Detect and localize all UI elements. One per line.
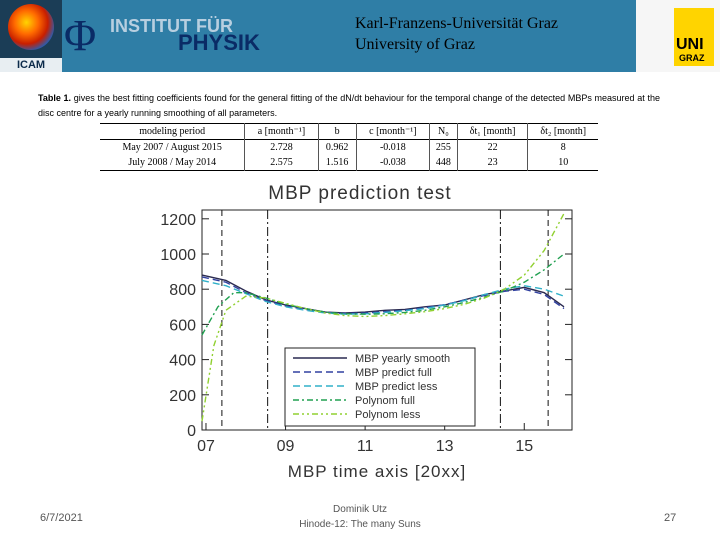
x-tick-label: 13 [436, 438, 454, 455]
institute-line1: INSTITUT FÜR [110, 16, 233, 36]
plot-frame [201, 209, 573, 431]
mbp-prediction-chart: MBP prediction test 0 200 400 600 800 1000 1200… [160, 183, 573, 481]
table-cell: 448 [428, 155, 458, 171]
slide-number: 27 [664, 512, 677, 524]
col-header: δt₂ [month] [527, 123, 598, 140]
legend-label: MBP predict full [355, 367, 432, 379]
table-row: July 2008 / May 2014 2.575 1.516 -0.038 … [100, 155, 598, 171]
table-header-row: modeling period a [month⁻¹] b c [month⁻¹… [100, 123, 598, 140]
table-cell: 255 [428, 139, 458, 155]
icam-logo: ICAM [0, 0, 62, 72]
uni-logo-line1: UNI [676, 36, 704, 53]
y-tick-label: 200 [169, 388, 196, 405]
table-cell: July 2008 / May 2014 [128, 157, 217, 168]
y-tick-label: 1200 [160, 212, 196, 229]
x-tick-label: 11 [357, 438, 374, 455]
series-line [201, 274, 565, 314]
footer-event: Hinode-12: The many Suns [299, 519, 421, 530]
chart-title: MBP prediction test [268, 183, 451, 204]
university-name-de: Karl-Franzens-Universität Graz [355, 15, 559, 32]
table-cell: 2.575 [244, 155, 318, 171]
university-name-en: University of Graz [355, 36, 475, 53]
icam-label: ICAM [0, 58, 62, 72]
footer-author: Dominik Utz [333, 504, 387, 515]
x-tick-label: 07 [197, 438, 215, 455]
phi-symbol: Φ [64, 11, 97, 60]
x-tick-label: 09 [277, 438, 295, 455]
table-caption: Table 1. gives the best fitting coeffici… [38, 91, 660, 121]
col-header: N₀ [428, 123, 458, 140]
col-header: b [317, 123, 357, 140]
y-tick-label: 400 [169, 353, 196, 370]
table-cell: -0.018 [355, 139, 430, 155]
table-cell: 8 [527, 139, 598, 155]
caption-text: gives the best fitting coefficients foun… [38, 93, 660, 118]
col-header: a [month⁻¹] [244, 123, 318, 140]
table-cell: 2.728 [244, 139, 318, 155]
table-cell: May 2007 / August 2015 [122, 142, 222, 153]
uni-graz-logo: UNI GRAZ [636, 0, 720, 72]
col-header: modeling period [139, 126, 206, 137]
legend-label: MBP yearly smooth [355, 353, 450, 365]
footer-center: Dominik Utz Hinode-12: The many Suns [260, 502, 460, 532]
uni-logo-box [674, 8, 714, 66]
x-axis-label: MBP time axis [20xx] [288, 462, 466, 481]
series-line [201, 213, 565, 422]
series-line [201, 253, 565, 336]
globe-icon [8, 4, 54, 50]
legend-label: Polynom full [355, 395, 415, 407]
x-tick-label: 15 [515, 438, 533, 455]
col-header: δt₁ [month] [456, 123, 528, 140]
legend-label: Polynom less [355, 409, 421, 421]
header-bar: ICAM Φ INSTITUT FÜR PHYSIK Karl-Franzens… [0, 0, 720, 72]
legend-label: MBP predict less [355, 381, 438, 393]
caption-label: Table 1. [38, 93, 72, 103]
table-row: May 2007 / August 2015 2.728 0.962 -0.01… [100, 139, 598, 155]
table-cell: 23 [456, 155, 528, 171]
col-header: c [month⁻¹] [355, 123, 430, 140]
table-cell: 22 [456, 139, 528, 155]
uni-logo-line2: GRAZ [679, 53, 705, 63]
table-cell: 0.962 [317, 139, 357, 155]
table-cell: 1.516 [317, 155, 357, 171]
footer-date: 6/7/2021 [40, 512, 83, 524]
legend-box [284, 347, 476, 427]
y-tick-label: 800 [169, 282, 196, 299]
table-cell: 10 [527, 155, 598, 171]
y-tick-label: 0 [187, 423, 196, 440]
y-tick-label: 600 [169, 317, 196, 334]
institute-line2: PHYSIK [178, 30, 260, 55]
table-cell: -0.038 [355, 155, 430, 171]
y-tick-label: 1000 [160, 247, 196, 264]
coefficients-table: modeling period a [month⁻¹] b c [month⁻¹… [100, 123, 598, 171]
